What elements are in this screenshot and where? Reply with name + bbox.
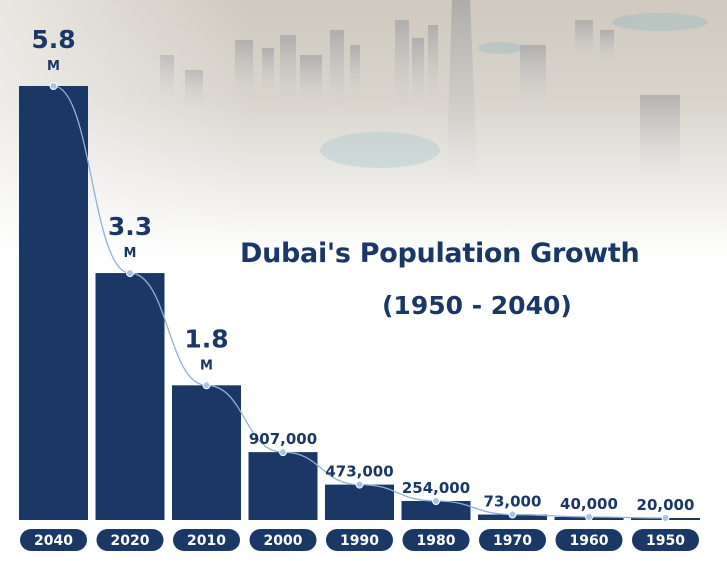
value-label: 254,000	[402, 479, 470, 497]
bar-2040	[19, 86, 88, 520]
value-label: 20,000	[637, 496, 695, 514]
year-pill	[632, 529, 699, 551]
value-unit-label: M	[47, 59, 60, 74]
bar-2010	[172, 385, 241, 520]
chart-title: Dubai's Population Growth	[240, 238, 640, 269]
year-label-1990: 1990	[340, 533, 379, 549]
year-pill	[402, 529, 470, 551]
trend-point-2010	[202, 381, 211, 390]
year-pill	[479, 529, 546, 551]
value-unit-label: M	[124, 246, 137, 261]
chart-subtitle: (1950 - 2040)	[382, 291, 572, 320]
trend-point-1980	[432, 496, 440, 505]
value-label: 907,000	[249, 430, 317, 448]
value-label: 5.8	[31, 25, 75, 54]
bar-2000	[248, 452, 318, 520]
trend-point-1970	[508, 510, 517, 519]
trend-point-2040	[49, 82, 58, 90]
year-pill	[249, 529, 317, 551]
year-label-2020: 2020	[111, 533, 150, 549]
trend-point-1990	[355, 480, 364, 489]
year-pill	[555, 529, 623, 551]
value-label: 40,000	[560, 495, 618, 513]
trend-point-1950	[661, 514, 670, 522]
bar-1980	[401, 500, 471, 520]
year-label-2000: 2000	[264, 533, 303, 549]
year-label-2040: 2040	[34, 533, 73, 549]
year-pill	[20, 529, 87, 551]
year-label-1970: 1970	[493, 533, 532, 549]
value-label: 1.8	[184, 324, 228, 353]
year-pill	[326, 529, 393, 551]
trend-point-2000	[279, 448, 287, 457]
year-pill	[96, 529, 164, 551]
value-label: 473,000	[325, 463, 393, 481]
value-label: 3.3	[108, 212, 152, 241]
year-label-1960: 1960	[570, 533, 609, 549]
year-pill	[173, 529, 240, 551]
year-label-1950: 1950	[646, 533, 685, 549]
bar-1990	[325, 484, 394, 520]
trend-point-1960	[585, 513, 593, 522]
trend-point-2020	[126, 269, 134, 278]
year-label-1980: 1980	[417, 533, 456, 549]
value-label: 73,000	[484, 493, 542, 511]
bar-2020	[95, 273, 165, 520]
year-label-2010: 2010	[187, 533, 226, 549]
value-unit-label: M	[200, 358, 213, 373]
